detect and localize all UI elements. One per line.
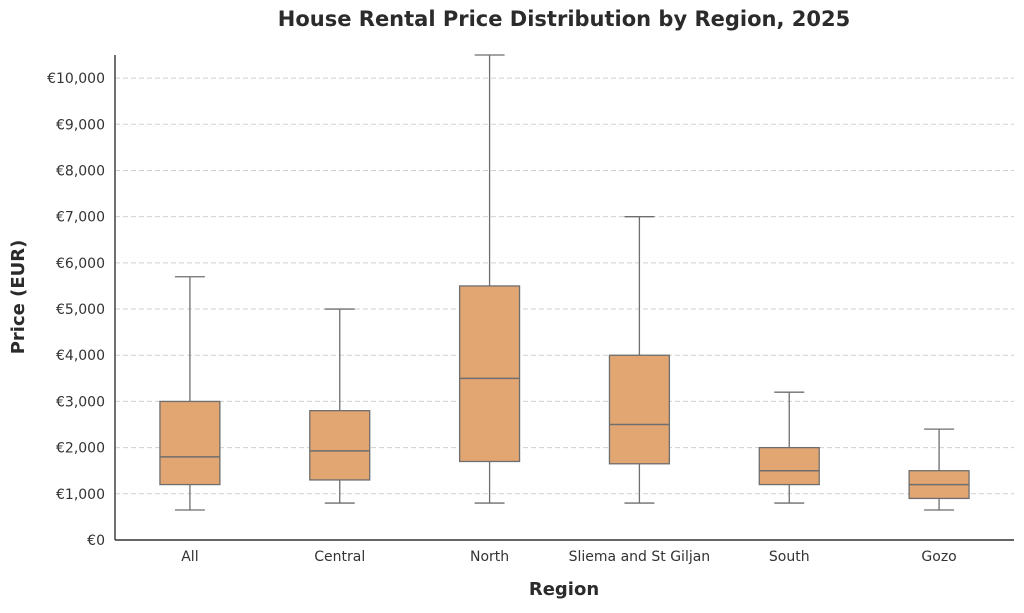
box-group	[758, 391, 820, 504]
box-group	[908, 428, 970, 511]
y-tick-label: €6,000	[56, 256, 105, 272]
y-tick-label: €5,000	[56, 302, 105, 318]
y-tick-label: €7,000	[56, 210, 105, 226]
y-tick-label: €4,000	[56, 348, 105, 364]
x-tick-label: All	[181, 549, 198, 565]
y-axis-title: Price (EUR)	[8, 240, 29, 355]
x-tick-label: South	[769, 549, 810, 565]
x-axis-title: Region	[529, 579, 599, 600]
box-group	[608, 216, 671, 504]
box-group	[309, 308, 371, 504]
box	[758, 446, 820, 486]
chart-title: House Rental Price Distribution by Regio…	[278, 7, 850, 31]
boxes	[159, 54, 970, 511]
y-tick-label: €1,000	[56, 487, 105, 503]
axes	[114, 55, 1014, 541]
x-tick-label: Gozo	[921, 549, 956, 565]
grid-lines	[115, 77, 1014, 495]
y-tick-label: €0	[87, 533, 105, 549]
x-tick-labels: All Central North Sliema and St Giljan South…	[181, 549, 957, 565]
y-tick-label: €2,000	[56, 441, 105, 457]
y-tick-label: €9,000	[56, 117, 105, 133]
y-tick-label: €8,000	[56, 163, 105, 179]
box	[159, 400, 221, 486]
box-group	[458, 54, 521, 504]
x-tick-label: Sliema and St Giljan	[569, 549, 711, 565]
y-tick-label: €10,000	[47, 71, 105, 87]
box	[608, 354, 671, 465]
y-tick-label: €3,000	[56, 394, 105, 410]
box	[309, 410, 371, 481]
box-group	[159, 276, 221, 511]
y-tick-labels: €0 €1,000 €2,000 €3,000 €4,000 €5,000 €6,000 €7…	[47, 71, 105, 549]
x-tick-label: Central	[314, 549, 365, 565]
box	[458, 285, 521, 463]
x-tick-label: North	[470, 549, 509, 565]
